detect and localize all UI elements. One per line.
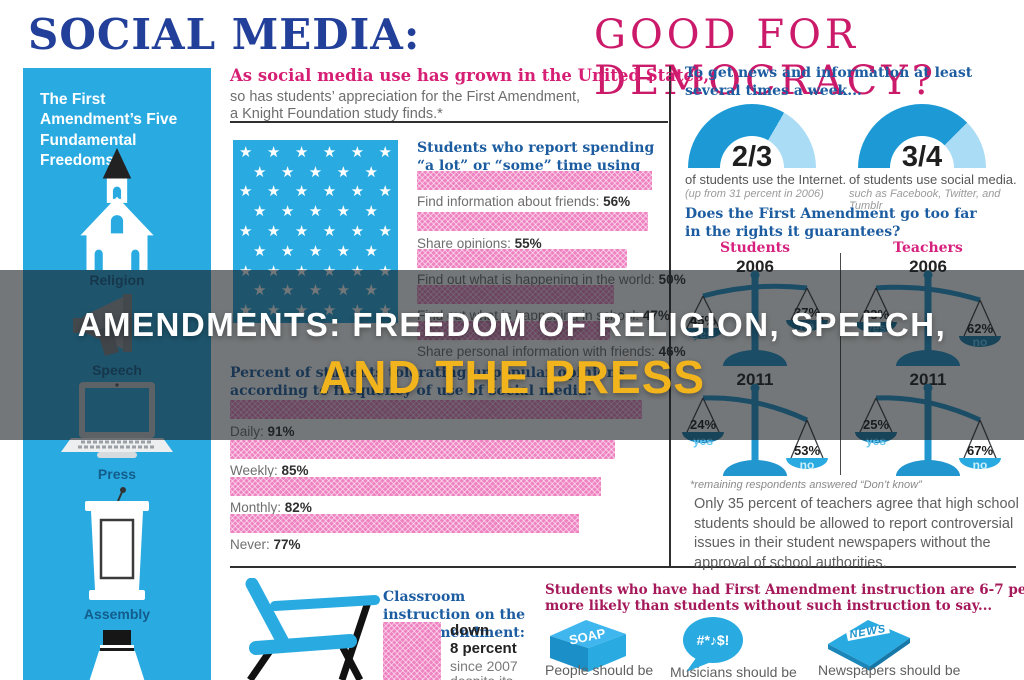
first-amendment-question: Does the First Amendment go too far in t…	[685, 206, 977, 241]
gauge-fraction: 2/3	[731, 141, 773, 173]
icon-caption: Musicians should be	[670, 664, 797, 680]
bubble-label: #*♪$!	[697, 632, 730, 648]
bar-label: Monthly: 82%	[230, 500, 312, 515]
scale-no-word: no	[800, 458, 815, 472]
scale-no-value: 62%	[967, 321, 993, 336]
scale-yes-value: 45%	[690, 313, 716, 328]
column-header-teachers: Teachers	[893, 240, 963, 256]
flag-star-row: ★ ★ ★ ★ ★ ★	[239, 262, 392, 280]
bar	[417, 321, 610, 340]
chart2-title: Percent of students tolerating unpopular…	[230, 365, 625, 400]
bar	[230, 514, 579, 533]
soapbox-icon: SOAP	[550, 620, 626, 672]
intro-line2: so has students’ appreciation for the Fi…	[230, 89, 581, 105]
scale-students-2006: 45% yes 37% no	[682, 270, 828, 366]
school-chair-icon	[245, 578, 380, 680]
gauge-social-media: 3/4	[858, 104, 986, 173]
stat-line: 8 percent	[450, 640, 517, 657]
bar	[230, 477, 601, 496]
icon-caption: People should be	[545, 662, 654, 678]
bar	[417, 249, 627, 268]
scale-no-value: 53%	[794, 443, 820, 458]
scale-yes-word: yes	[693, 434, 713, 448]
bar	[230, 440, 615, 459]
bar-label: Weekly: 85%	[230, 463, 309, 478]
sidebar-title: The First Amendment’s Five Fundamental F…	[40, 91, 178, 170]
flag-star-row: ★ ★ ★ ★ ★ ★	[239, 143, 392, 161]
megaphone-icon	[73, 294, 132, 356]
gauge-internet: 2/3	[688, 104, 816, 173]
scale-yes-value: 25%	[863, 417, 889, 432]
flag-star-row: ★ ★ ★ ★ ★ ★	[239, 183, 392, 201]
sidebar-item-press: Press	[97, 466, 137, 482]
speech-bubble-icon: #*♪$!	[683, 617, 743, 672]
flag-canton: ★ ★ ★ ★ ★ ★ ★ ★ ★ ★ ★ ★ ★ ★ ★ ★ ★ ★ ★ ★ ★ ★ ★ ★ ★ ★ ★ ★ ★ ★ ★ ★ ★ ★ ★ ★ ★ ★ ★ ★…	[233, 140, 398, 323]
scale-yes-word: yes	[866, 434, 886, 448]
bar-label: Never: 77%	[230, 537, 301, 552]
bar	[417, 212, 648, 231]
bar-label: Daily: 91%	[230, 424, 295, 439]
stat-line: despite its	[450, 673, 513, 680]
sidebar-item-religion: Religion	[89, 272, 145, 288]
scale-teachers-2006: 33% yes 62% no	[855, 270, 1001, 366]
bar	[417, 171, 652, 190]
flag-star-row: ★ ★ ★ ★ ★	[253, 203, 378, 221]
scale-no-value: 67%	[967, 443, 993, 458]
scale-no-word: no	[800, 319, 815, 333]
scales-footnote: *remaining respondents answered “Don’t k…	[690, 479, 922, 491]
bar	[230, 400, 642, 419]
gauge-note: (up from 31 percent in 2006)	[685, 188, 824, 200]
students-teachers-divider	[840, 253, 841, 475]
sidebar-five-freedoms: The First Amendment’s Five Fundamental F…	[23, 68, 211, 680]
intro-headline: As social media use has grown in the Uni…	[230, 66, 710, 85]
flag-star-row: ★ ★ ★ ★ ★ ★	[239, 222, 392, 240]
ink-bottle-icon	[89, 630, 145, 680]
stat-line: since 2007	[450, 658, 518, 674]
scale-yes-value: 24%	[690, 417, 716, 432]
sidebar-item-assembly: Assembly	[83, 606, 151, 622]
gauge-caption: of students use social media.	[849, 172, 1017, 187]
page-title-right: GOOD FOR DEMOCRACY?	[594, 12, 938, 104]
instruction-heading-line2: more likely than students without such i…	[545, 598, 993, 614]
icon-caption: Newspapers should be	[818, 662, 961, 678]
chart-tolerance-frequency: Percent of students tolerating unpopular…	[230, 364, 670, 559]
instruction-heading-line1: Students who have had First Amendment in…	[545, 582, 1024, 598]
bar-label: Share opinions: 55%	[417, 236, 542, 251]
chart-social-media-activities: Students who report spending “a lot” or …	[417, 139, 686, 359]
intro-divider	[230, 121, 668, 123]
intro-line3: a Knight Foundation study finds.*	[230, 106, 443, 122]
bottom-divider	[230, 566, 1016, 568]
flag-star-row: ★ ★ ★ ★ ★ ★	[239, 302, 392, 320]
gauge-fraction: 3/4	[901, 141, 943, 173]
scale-students-2011: 24% yes 53% no	[682, 383, 828, 476]
flag-star-row: ★ ★ ★ ★ ★	[253, 242, 378, 260]
news-heading: To get news and information at least sev…	[685, 65, 973, 100]
scale-yes-value: 33%	[863, 307, 889, 322]
sidebar-item-speech: Speech	[92, 362, 142, 378]
gauge-caption: of students use the Internet.	[685, 172, 847, 187]
church-icon	[80, 148, 154, 270]
flag-star-row: ★ ★ ★ ★ ★	[253, 163, 378, 181]
gauge-note: such as Facebook, Twitter, and Tumblr	[849, 188, 1001, 212]
column-header-students: Students	[720, 240, 790, 256]
stat-line: down	[450, 622, 490, 639]
laptop-icon	[61, 382, 173, 458]
scale-teachers-2011: 25% yes 67% no	[855, 383, 1001, 476]
scale-no-word: no	[973, 335, 988, 349]
bar-label: Share personal information with friends:…	[417, 344, 686, 359]
podium-icon	[85, 487, 149, 600]
scale-no-word: no	[973, 458, 988, 472]
bar-label: Find information about friends: 56%	[417, 194, 631, 209]
newspaper-icon: NEWS	[828, 620, 910, 671]
scale-no-value: 37%	[794, 305, 820, 320]
classroom-stat-box	[383, 622, 441, 680]
scale-yes-word: yes	[693, 327, 713, 341]
flag-star-row: ★ ★ ★ ★ ★	[253, 282, 378, 300]
teachers-paragraph: Only 35 percent of teachers agree that h…	[694, 496, 1019, 571]
scale-yes-word: yes	[866, 321, 886, 335]
bar	[417, 285, 614, 304]
page-title-left: SOCIAL MEDIA:	[28, 10, 421, 59]
